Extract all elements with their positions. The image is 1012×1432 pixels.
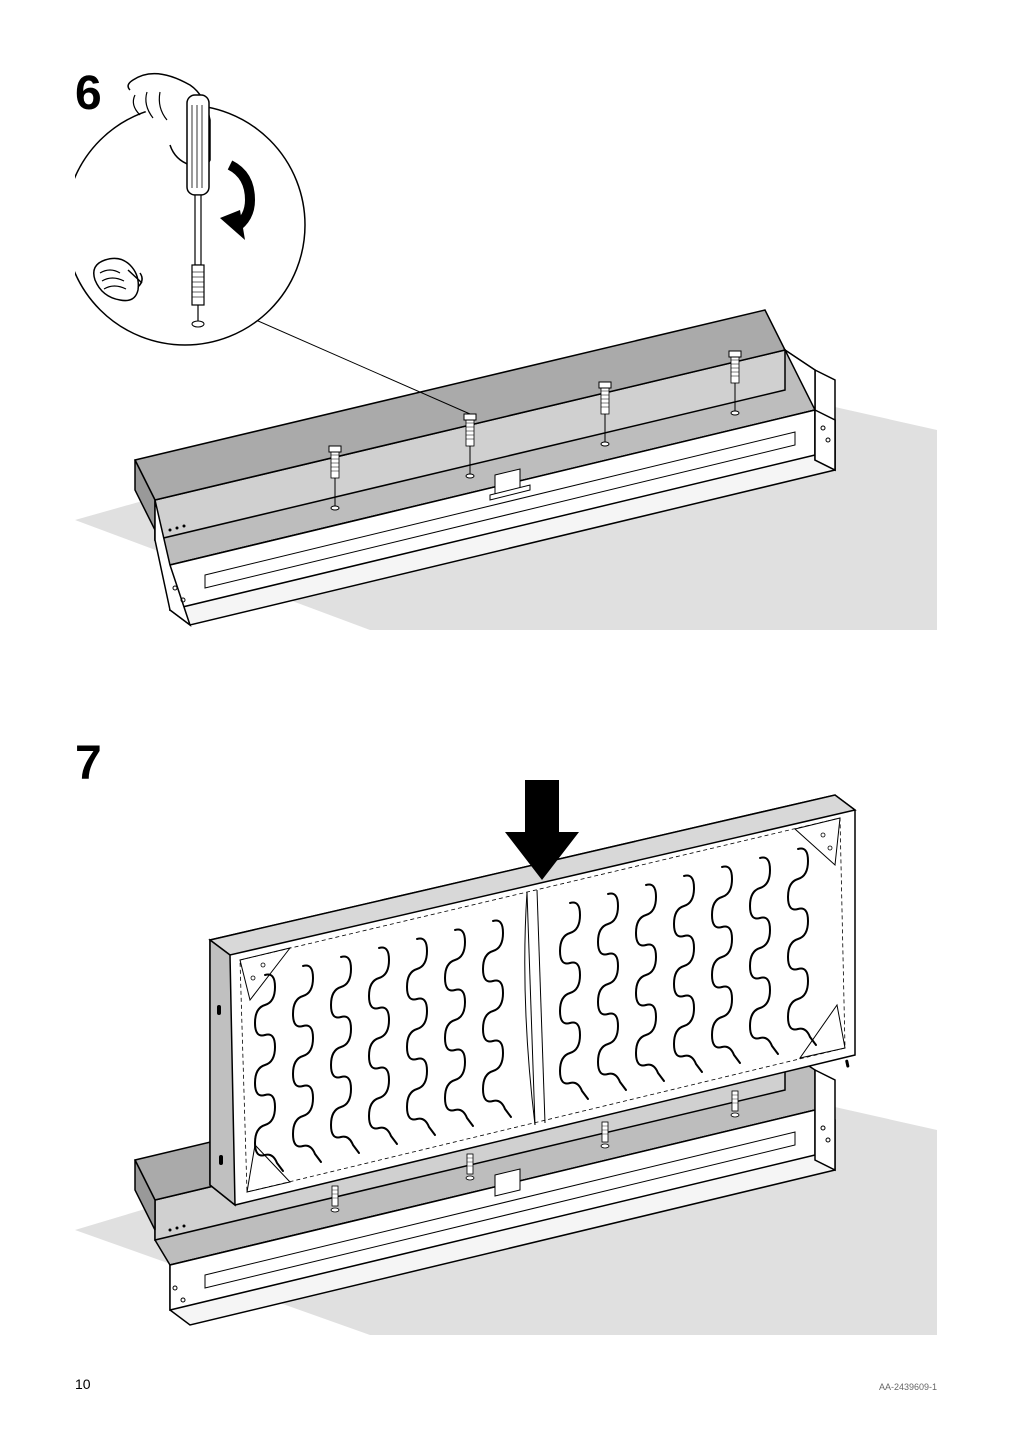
step-7-illustration: [75, 780, 937, 1340]
document-code: AA-2439609-1: [879, 1382, 937, 1392]
step-6-illustration: [75, 70, 937, 660]
page-number: 10: [75, 1376, 91, 1392]
instruction-page: 6 4x 10047226: [0, 0, 1012, 1432]
